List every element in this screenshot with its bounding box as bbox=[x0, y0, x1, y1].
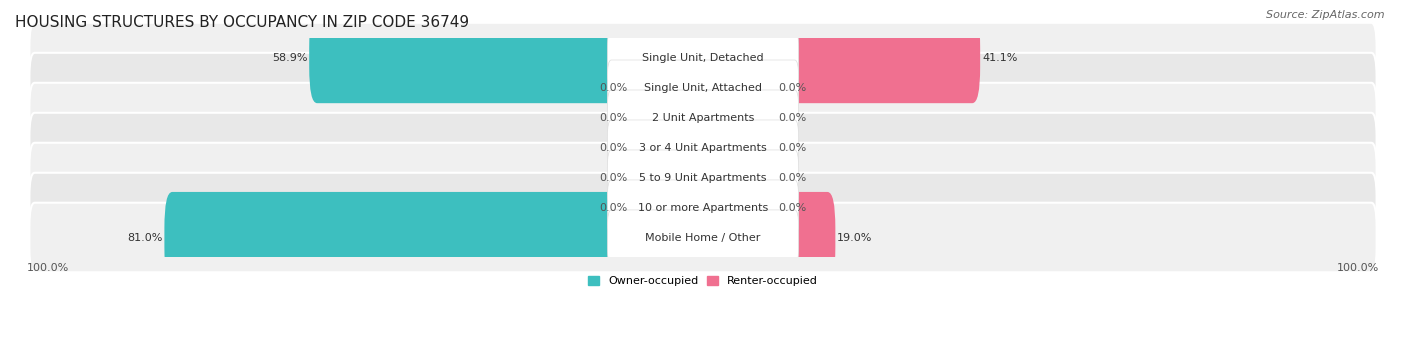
Text: 0.0%: 0.0% bbox=[599, 203, 627, 212]
Text: 41.1%: 41.1% bbox=[983, 53, 1018, 63]
Text: HOUSING STRUCTURES BY OCCUPANCY IN ZIP CODE 36749: HOUSING STRUCTURES BY OCCUPANCY IN ZIP C… bbox=[15, 15, 470, 30]
FancyBboxPatch shape bbox=[700, 64, 772, 112]
FancyBboxPatch shape bbox=[607, 150, 799, 205]
Text: Source: ZipAtlas.com: Source: ZipAtlas.com bbox=[1267, 10, 1385, 20]
FancyBboxPatch shape bbox=[695, 192, 835, 283]
Text: 5 to 9 Unit Apartments: 5 to 9 Unit Apartments bbox=[640, 173, 766, 182]
Legend: Owner-occupied, Renter-occupied: Owner-occupied, Renter-occupied bbox=[583, 271, 823, 291]
Text: 0.0%: 0.0% bbox=[599, 143, 627, 152]
FancyBboxPatch shape bbox=[30, 203, 1376, 272]
FancyBboxPatch shape bbox=[607, 180, 799, 235]
FancyBboxPatch shape bbox=[607, 210, 799, 265]
FancyBboxPatch shape bbox=[607, 60, 799, 115]
FancyBboxPatch shape bbox=[607, 120, 799, 175]
FancyBboxPatch shape bbox=[700, 153, 772, 202]
FancyBboxPatch shape bbox=[30, 53, 1376, 122]
FancyBboxPatch shape bbox=[30, 23, 1376, 92]
Text: 10 or more Apartments: 10 or more Apartments bbox=[638, 203, 768, 212]
FancyBboxPatch shape bbox=[30, 113, 1376, 182]
Text: Single Unit, Attached: Single Unit, Attached bbox=[644, 83, 762, 93]
FancyBboxPatch shape bbox=[634, 93, 706, 142]
FancyBboxPatch shape bbox=[634, 153, 706, 202]
FancyBboxPatch shape bbox=[700, 93, 772, 142]
FancyBboxPatch shape bbox=[165, 192, 711, 283]
Text: 0.0%: 0.0% bbox=[779, 173, 807, 182]
FancyBboxPatch shape bbox=[30, 83, 1376, 152]
Text: 3 or 4 Unit Apartments: 3 or 4 Unit Apartments bbox=[640, 143, 766, 152]
Text: 2 Unit Apartments: 2 Unit Apartments bbox=[652, 113, 754, 122]
Text: Single Unit, Detached: Single Unit, Detached bbox=[643, 53, 763, 63]
Text: 19.0%: 19.0% bbox=[838, 233, 873, 242]
FancyBboxPatch shape bbox=[634, 183, 706, 232]
Text: 0.0%: 0.0% bbox=[599, 113, 627, 122]
FancyBboxPatch shape bbox=[634, 123, 706, 172]
FancyBboxPatch shape bbox=[607, 30, 799, 85]
Text: 0.0%: 0.0% bbox=[779, 83, 807, 93]
FancyBboxPatch shape bbox=[634, 64, 706, 112]
Text: Mobile Home / Other: Mobile Home / Other bbox=[645, 233, 761, 242]
FancyBboxPatch shape bbox=[30, 173, 1376, 242]
Text: 0.0%: 0.0% bbox=[779, 113, 807, 122]
FancyBboxPatch shape bbox=[695, 12, 980, 103]
Text: 0.0%: 0.0% bbox=[599, 173, 627, 182]
Text: 0.0%: 0.0% bbox=[779, 143, 807, 152]
FancyBboxPatch shape bbox=[700, 123, 772, 172]
FancyBboxPatch shape bbox=[700, 183, 772, 232]
Text: 58.9%: 58.9% bbox=[271, 53, 308, 63]
Text: 0.0%: 0.0% bbox=[599, 83, 627, 93]
FancyBboxPatch shape bbox=[30, 143, 1376, 212]
FancyBboxPatch shape bbox=[309, 12, 711, 103]
FancyBboxPatch shape bbox=[607, 90, 799, 145]
Text: 81.0%: 81.0% bbox=[127, 233, 163, 242]
Text: 0.0%: 0.0% bbox=[779, 203, 807, 212]
